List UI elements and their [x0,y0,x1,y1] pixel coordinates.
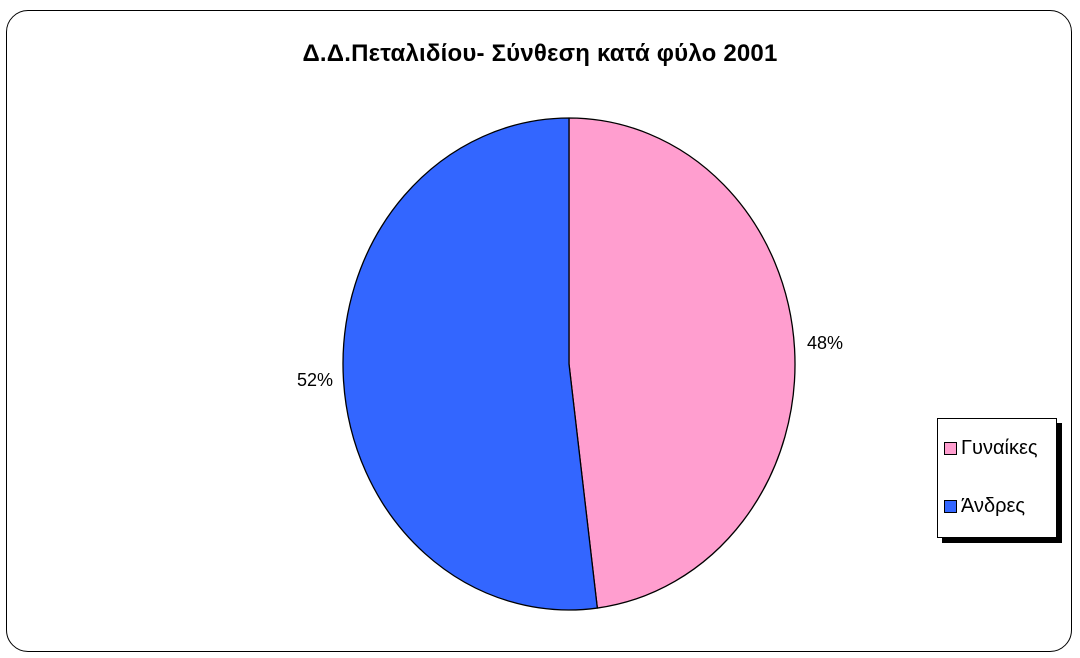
pie-slices [342,117,796,611]
legend-item-women: Γυναίκες [944,436,1038,460]
legend-swatch-men [944,499,957,513]
data-label-men: 52% [297,370,333,390]
data-label-women: 48% [807,333,843,353]
legend-label-women: Γυναίκες [961,436,1038,459]
legend: Γυναίκες Άνδρες [937,418,1057,538]
pie-slice-men [342,117,598,611]
chart-title: Δ.Δ.Πεταλιδίου- Σύνθεση κατά φύλο 2001 [302,40,778,67]
pie-labels: 48% 52% [297,333,843,390]
legend-swatch-women [944,441,957,455]
legend-item-men: Άνδρες [944,494,1025,518]
legend-label-men: Άνδρες [961,494,1026,517]
pie-slice-women [568,117,796,609]
